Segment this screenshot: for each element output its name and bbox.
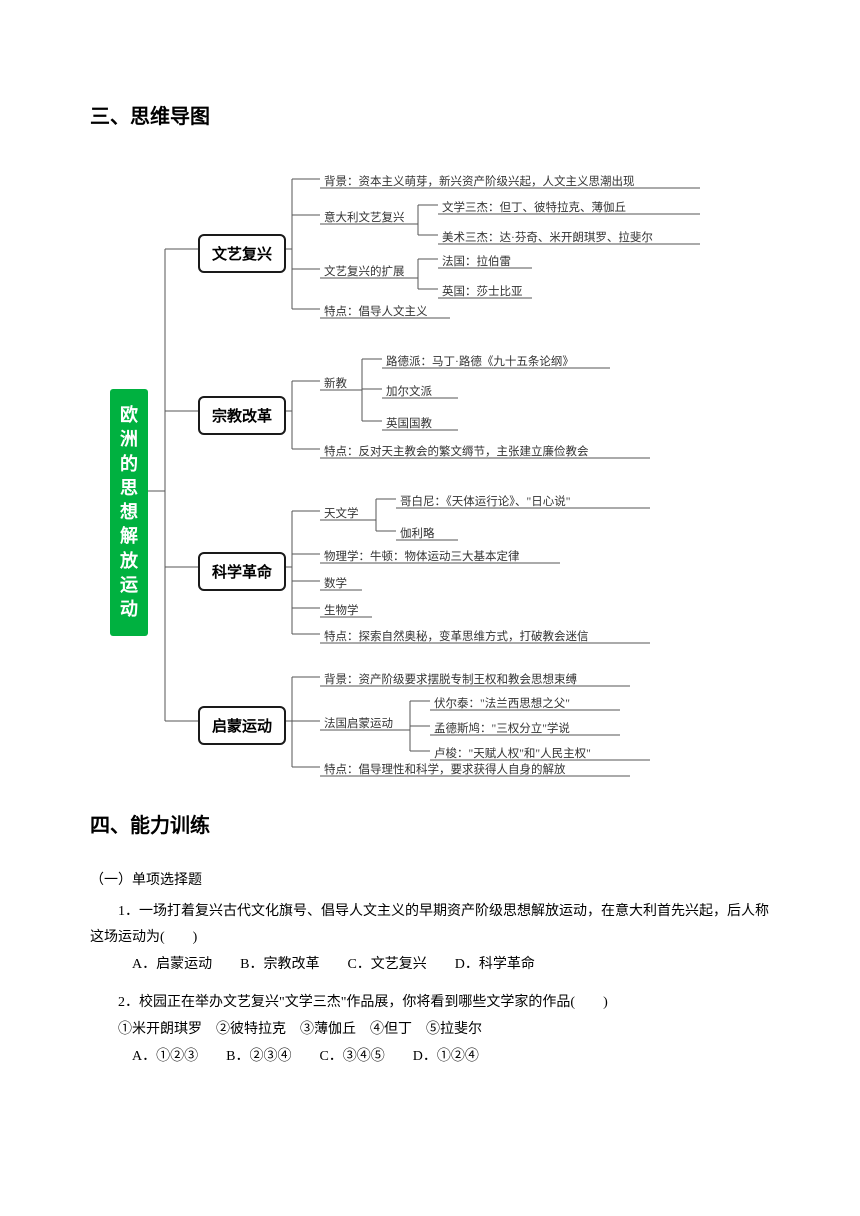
reformation-luther: 路德派：马丁·路德《九十五条论纲》 bbox=[386, 353, 574, 369]
science-copernicus: 哥白尼：《天体运行论》、"日心说" bbox=[400, 493, 570, 509]
reformation-feature: 特点：反对天主教会的繁文缛节，主张建立廉俭教会 bbox=[324, 443, 589, 459]
reformation-protestant: 新教 bbox=[324, 375, 347, 391]
renaissance-art3: 美术三杰：达·芬奇、米开朗琪罗、拉斐尔 bbox=[442, 229, 653, 245]
root-node: 欧洲的思想解放运动 bbox=[110, 389, 148, 636]
renaissance-bg: 背景：资本主义萌芽，新兴资产阶级兴起，人文主义思潮出现 bbox=[324, 173, 635, 189]
renaissance-england: 英国：莎士比亚 bbox=[442, 283, 523, 299]
enlightenment-montesquieu: 孟德斯鸠："三权分立"学说 bbox=[434, 720, 570, 736]
question-2: 2．校园正在举办文艺复兴"文学三杰"作品展，你将看到哪些文学家的作品( ) ①米… bbox=[90, 990, 770, 1070]
enlightenment-feature: 特点：倡导理性和科学，要求获得人自身的解放 bbox=[324, 761, 566, 777]
reformation-calvin: 加尔文派 bbox=[386, 383, 432, 399]
q2-sub: ①米开朗琪罗 ②彼特拉克 ③薄伽丘 ④但丁 ⑤拉斐尔 bbox=[90, 1017, 770, 1044]
renaissance-france: 法国：拉伯雷 bbox=[442, 253, 511, 269]
science-galileo: 伽利略 bbox=[400, 525, 435, 541]
topic-science: 科学革命 bbox=[198, 552, 286, 591]
enlightenment-voltaire: 伏尔泰："法兰西思想之父" bbox=[434, 695, 570, 711]
subsection-label: （一）单项选择题 bbox=[90, 868, 770, 895]
science-math: 数学 bbox=[324, 575, 347, 591]
renaissance-lit3: 文学三杰：但丁、彼特拉克、薄伽丘 bbox=[442, 199, 626, 215]
section-4-title: 四、能力训练 bbox=[90, 809, 770, 838]
enlightenment-french: 法国启蒙运动 bbox=[324, 715, 393, 731]
q1-options: A．启蒙运动 B．宗教改革 C．文艺复兴 D．科学革命 bbox=[90, 952, 770, 979]
topic-reformation: 宗教改革 bbox=[198, 396, 286, 435]
renaissance-italy: 意大利文艺复兴 bbox=[324, 209, 405, 225]
reformation-anglican: 英国国教 bbox=[386, 415, 432, 431]
question-section: （一）单项选择题 1．一场打着复兴古代文化旗号、倡导人文主义的早期资产阶级思想解… bbox=[90, 868, 770, 1070]
q1-text: 1．一场打着复兴古代文化旗号、倡导人文主义的早期资产阶级思想解放运动，在意大利首… bbox=[90, 899, 770, 952]
question-1: 1．一场打着复兴古代文化旗号、倡导人文主义的早期资产阶级思想解放运动，在意大利首… bbox=[90, 899, 770, 979]
section-3-title: 三、思维导图 bbox=[90, 100, 770, 129]
science-physics: 物理学：牛顿：物体运动三大基本定律 bbox=[324, 548, 520, 564]
science-biology: 生物学 bbox=[324, 602, 359, 618]
renaissance-expand: 文艺复兴的扩展 bbox=[324, 263, 405, 279]
topic-renaissance: 文艺复兴 bbox=[198, 234, 286, 273]
topic-enlightenment: 启蒙运动 bbox=[198, 706, 286, 745]
science-astronomy: 天文学 bbox=[324, 505, 359, 521]
renaissance-feature: 特点：倡导人文主义 bbox=[324, 303, 428, 319]
mindmap: 欧洲的思想解放运动 文艺复兴 宗教改革 科学革命 启蒙运动 背景：资本主义萌芽，… bbox=[90, 159, 770, 779]
q2-text: 2．校园正在举办文艺复兴"文学三杰"作品展，你将看到哪些文学家的作品( ) bbox=[90, 990, 770, 1017]
enlightenment-bg: 背景：资产阶级要求摆脱专制王权和教会思想束缚 bbox=[324, 671, 577, 687]
enlightenment-rousseau: 卢梭："天赋人权"和"人民主权" bbox=[434, 745, 591, 761]
q2-options: A．①②③ B．②③④ C．③④⑤ D．①②④ bbox=[90, 1044, 770, 1071]
science-feature: 特点：探索自然奥秘，变革思维方式，打破教会迷信 bbox=[324, 628, 589, 644]
